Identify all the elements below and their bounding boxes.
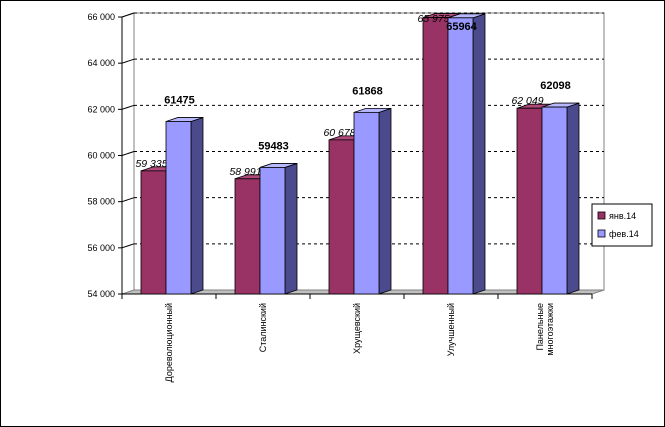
gridline-slant [121, 151, 135, 156]
data-label-jan: 58 991 [229, 166, 261, 178]
y-tick-label: 56 000 [87, 243, 115, 253]
x-category-label: Улучшенный [446, 303, 456, 356]
x-category-label-line: Сталинский [258, 303, 268, 352]
gridline-slant [121, 243, 135, 249]
y-tick-label: 60 000 [87, 151, 115, 161]
y-tick-label: 64 000 [87, 58, 115, 68]
legend-swatch [597, 229, 606, 238]
legend-label: фев.14 [609, 229, 639, 239]
bar-1-3 [447, 13, 486, 295]
bar-side [190, 116, 204, 295]
bar-1-1 [259, 162, 298, 295]
x-category-label-line: Улучшенный [446, 303, 456, 356]
legend-swatch [597, 211, 606, 220]
bar-front [140, 170, 167, 295]
y-tick-label: 66 000 [87, 12, 115, 22]
gridline-slant [121, 58, 135, 64]
legend: янв.14 фев.14 [591, 203, 653, 247]
bar-side [472, 13, 486, 295]
x-category-label: Хрущевский [352, 303, 362, 354]
legend-box [591, 203, 653, 247]
x-category-label: Панельные многоэтажки [535, 303, 555, 356]
bar-1-0 [165, 116, 204, 295]
x-category-label-line: Хрущевский [352, 303, 362, 354]
data-label-feb: 65964 [446, 21, 477, 33]
data-label-feb: 61868 [352, 85, 383, 97]
gridline-slant [121, 197, 135, 203]
y-tick-label: 62 000 [87, 104, 115, 114]
bar-front [234, 178, 261, 295]
x-category-label-line: многоэтажки [545, 303, 555, 356]
bar-side [284, 162, 298, 295]
y-tick-label: 58 000 [87, 197, 115, 207]
data-label-jan: 60 678 [323, 127, 355, 139]
x-category-label: Сталинский [258, 303, 268, 352]
bar-side [378, 107, 392, 295]
gridline-slant [121, 104, 135, 110]
data-label-jan: 62 049 [511, 95, 543, 107]
x-category-label: Дореволюционный [164, 303, 174, 382]
x-category-label-line: Панельные [535, 303, 545, 351]
data-label-jan: 65 975 [417, 13, 449, 25]
bar-front [447, 17, 474, 295]
data-label-feb: 59483 [258, 140, 289, 152]
data-label-feb: 61475 [164, 94, 195, 106]
data-label-jan: 59 335 [135, 158, 167, 170]
bar-front [328, 139, 355, 295]
bar-front [165, 121, 192, 295]
bar-front [422, 17, 449, 295]
bar-front [259, 167, 286, 295]
legend-label: янв.14 [609, 211, 636, 221]
gridline-slant [121, 12, 135, 18]
bar-1-4 [541, 102, 580, 295]
bar-front [541, 106, 568, 295]
bar-side [566, 102, 580, 295]
bar-1-2 [353, 107, 392, 295]
x-category-label-line: Дореволюционный [164, 303, 174, 382]
bar-front [516, 107, 543, 295]
data-label-feb: 62098 [540, 80, 571, 92]
bar-front [353, 111, 380, 295]
y-tick-label: 54 000 [87, 289, 115, 299]
